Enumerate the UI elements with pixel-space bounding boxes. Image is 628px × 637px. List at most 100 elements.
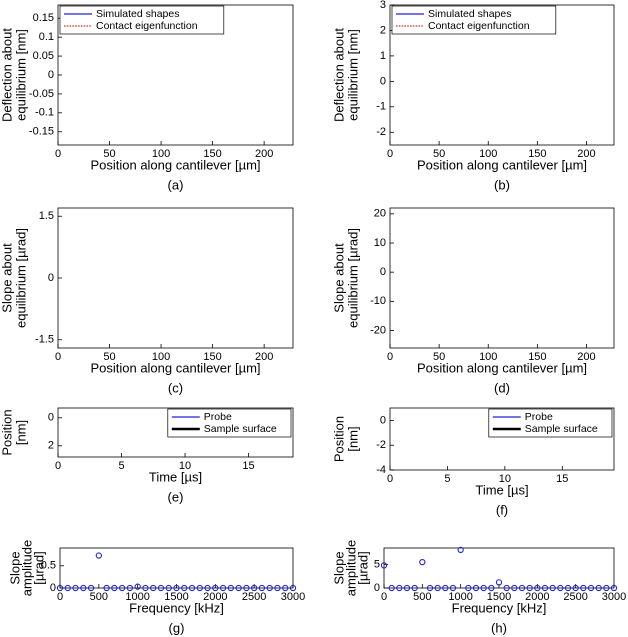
x-tick-label: 15	[556, 473, 568, 485]
stem-marker	[157, 584, 165, 592]
x-tick-label: 50	[103, 148, 115, 160]
x-tick-label: 150	[203, 351, 221, 363]
y-tick-label: 0.1	[39, 31, 54, 43]
stem-marker	[587, 584, 595, 592]
stem-marker	[411, 584, 418, 592]
y-tick-label: 2	[380, 24, 386, 36]
stem-marker	[126, 584, 134, 592]
stem-marker	[173, 584, 180, 592]
stem-marker	[251, 584, 258, 592]
stem-marker	[118, 584, 126, 592]
stem-marker	[610, 584, 618, 592]
x-tick-label: 2500	[563, 591, 587, 603]
stem-marker	[80, 584, 87, 592]
stem-marker	[227, 584, 235, 592]
stem-marker	[274, 584, 281, 592]
x-tick-label: 0	[57, 591, 63, 603]
y-tick-label: 3	[380, 0, 386, 11]
stem-marker	[289, 584, 297, 592]
x-tick-label: 50	[103, 351, 115, 363]
stem-marker	[541, 584, 549, 592]
y-tick-label: -1.5	[35, 334, 54, 346]
y-axis-label: amplitude	[19, 540, 34, 596]
y-tick-label: 0	[380, 75, 386, 87]
plot-frame	[389, 207, 615, 349]
x-axis-label: Position along cantilever [µm]	[417, 157, 587, 172]
x-tick-label: 200	[577, 148, 595, 160]
stem-marker	[56, 584, 64, 592]
y-axis-label: [µrad]	[31, 551, 46, 585]
plot-frame	[383, 547, 615, 589]
stem-marker	[235, 584, 242, 592]
y-tick-label: 0.15	[33, 12, 54, 24]
legend-label: Simulated shapes	[96, 8, 179, 20]
x-tick-label: 5	[444, 473, 450, 485]
y-tick-label: -0.1	[35, 107, 54, 119]
y-axis-label: Slope	[331, 551, 346, 584]
stem-marker	[388, 584, 395, 592]
x-tick-label: 0	[55, 148, 61, 160]
y-axis-label: equilibrium [µrad]	[13, 228, 28, 328]
caption: (b)	[494, 177, 510, 192]
y-tick-label: 0	[48, 69, 54, 81]
y-tick-label: 10	[374, 237, 386, 249]
x-tick-label: 200	[577, 351, 595, 363]
stem-marker	[282, 584, 289, 592]
legend-label: Probe	[204, 411, 232, 423]
x-tick-label: 3000	[602, 591, 626, 603]
legend-label: Contact eigenfunction	[96, 20, 198, 32]
x-tick-label: 100	[152, 351, 170, 363]
caption: (a)	[168, 177, 184, 192]
x-tick-label: 15	[242, 460, 254, 472]
y-tick-label: -1	[376, 101, 386, 113]
stem-marker	[511, 584, 518, 592]
x-tick-label: 1000	[448, 591, 472, 603]
y-tick-label: -2	[376, 439, 386, 451]
stem-marker	[266, 584, 273, 592]
stem-marker	[488, 584, 495, 592]
legend-box	[391, 5, 557, 35]
stem-marker	[534, 584, 541, 592]
x-axis-label: Frequency [kHz]	[452, 600, 547, 615]
y-axis-label: Deflection about	[0, 28, 14, 122]
y-tick-label: 0	[48, 272, 54, 284]
y-tick-label: -10	[370, 295, 386, 307]
y-tick-label: 5	[374, 558, 380, 570]
stem-marker	[72, 584, 79, 592]
x-tick-label: 100	[152, 148, 170, 160]
y-axis-label: Position	[0, 409, 14, 455]
x-tick-label: 0	[387, 351, 393, 363]
legend-label: Simulated shapes	[428, 8, 511, 20]
y-axis-label: equilibrium [nm]	[345, 29, 360, 121]
stem-marker	[188, 584, 196, 592]
y-axis-label: Slope	[7, 551, 22, 584]
x-tick-label: 500	[90, 591, 108, 603]
y-axis-label: Slope about	[331, 243, 346, 313]
stem-marker	[419, 558, 426, 566]
stem-marker	[380, 562, 388, 569]
y-axis-label: Position	[331, 416, 346, 462]
x-tick-label: 2000	[203, 591, 227, 603]
stem-marker	[518, 584, 526, 592]
stem-marker	[480, 584, 487, 592]
y-tick-label: 0	[380, 414, 386, 426]
x-tick-label: 500	[413, 591, 431, 603]
stem-marker	[572, 584, 579, 592]
y-axis-label: [µrad]	[355, 551, 370, 585]
stem-marker	[549, 584, 556, 592]
y-tick-label: 20	[374, 208, 386, 220]
y-tick-label: 1.5	[39, 210, 54, 222]
stem-marker	[95, 552, 102, 559]
stem-marker	[64, 584, 71, 592]
plot-frame	[57, 207, 294, 349]
stem-marker	[449, 584, 457, 592]
stem-marker	[111, 584, 118, 592]
caption: (d)	[494, 380, 510, 395]
stem-marker	[426, 584, 434, 592]
plot-frame	[59, 547, 294, 589]
x-axis-label: Position along cantilever [µm]	[90, 360, 260, 375]
stem-marker	[457, 546, 464, 554]
legend-box	[167, 408, 292, 438]
stem-marker	[503, 584, 510, 592]
